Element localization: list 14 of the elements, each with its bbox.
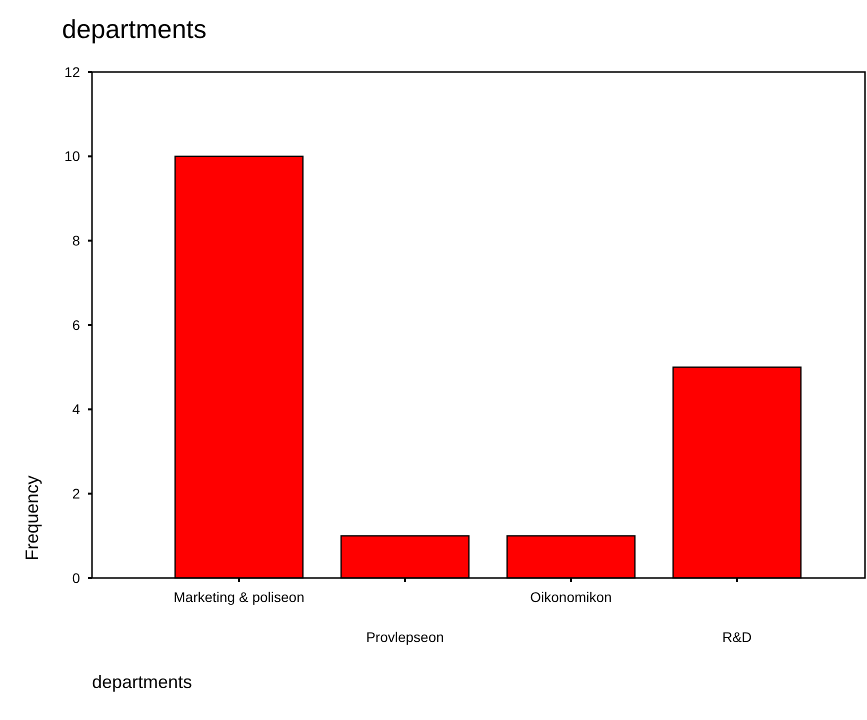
x-axis-title: departments — [92, 672, 192, 692]
x-tick-label: Marketing & poliseon — [174, 589, 304, 605]
x-tick-label: Oikonomikon — [530, 589, 612, 605]
chart-title: departments — [62, 14, 207, 44]
y-tick-label: 12 — [64, 64, 80, 80]
y-tick-label: 8 — [72, 232, 80, 249]
y-axis-title: Frequency — [22, 475, 42, 561]
y-tick-label: 10 — [64, 148, 80, 164]
x-tick-label: R&D — [722, 629, 752, 645]
y-tick-label: 2 — [72, 486, 80, 502]
x-tick-label: Provlepseon — [366, 629, 444, 645]
y-tick-label: 0 — [72, 570, 80, 586]
y-tick-label: 4 — [72, 401, 80, 418]
y-tick-label: 6 — [72, 316, 80, 333]
